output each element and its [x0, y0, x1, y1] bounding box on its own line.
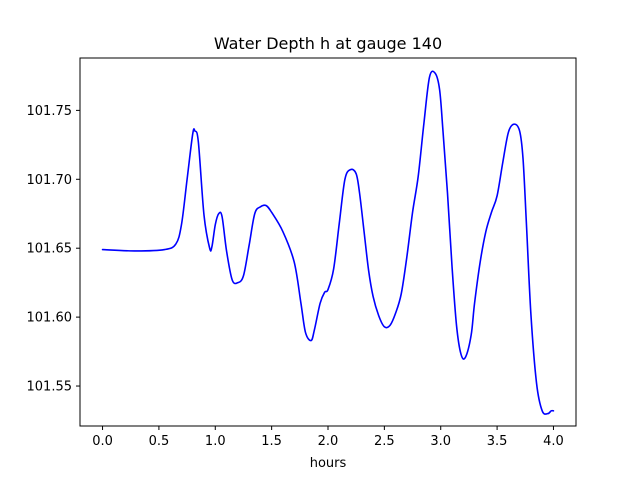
y-tick-label: 101.70 — [27, 173, 73, 188]
x-tick-label: 3.0 — [430, 434, 451, 449]
x-tick-label: 3.5 — [487, 434, 508, 449]
x-tick-label: 1.5 — [261, 434, 282, 449]
y-tick-label: 101.65 — [27, 242, 73, 257]
x-tick-label: 1.0 — [205, 434, 226, 449]
x-tick-label: 2.5 — [374, 434, 395, 449]
x-tick-label: 0.5 — [149, 434, 170, 449]
x-tick-label: 2.0 — [318, 434, 339, 449]
x-tick-label: 4.0 — [543, 434, 564, 449]
y-axis: 101.55 101.60 101.65 101.70 101.75 — [27, 104, 80, 395]
y-tick-label: 101.75 — [27, 104, 73, 119]
y-tick-label: 101.60 — [27, 311, 73, 326]
x-axis: 0.0 0.5 1.0 1.5 2.0 2.5 3.0 3.5 4.0 — [92, 426, 564, 449]
series-layer — [101, 70, 555, 415]
x-axis-label: hours — [310, 456, 347, 471]
x-tick-label: 0.0 — [92, 434, 113, 449]
y-tick-label: 101.55 — [27, 380, 73, 395]
chart-title: Water Depth h at gauge 140 — [214, 34, 442, 53]
series-line-0 — [101, 70, 555, 415]
